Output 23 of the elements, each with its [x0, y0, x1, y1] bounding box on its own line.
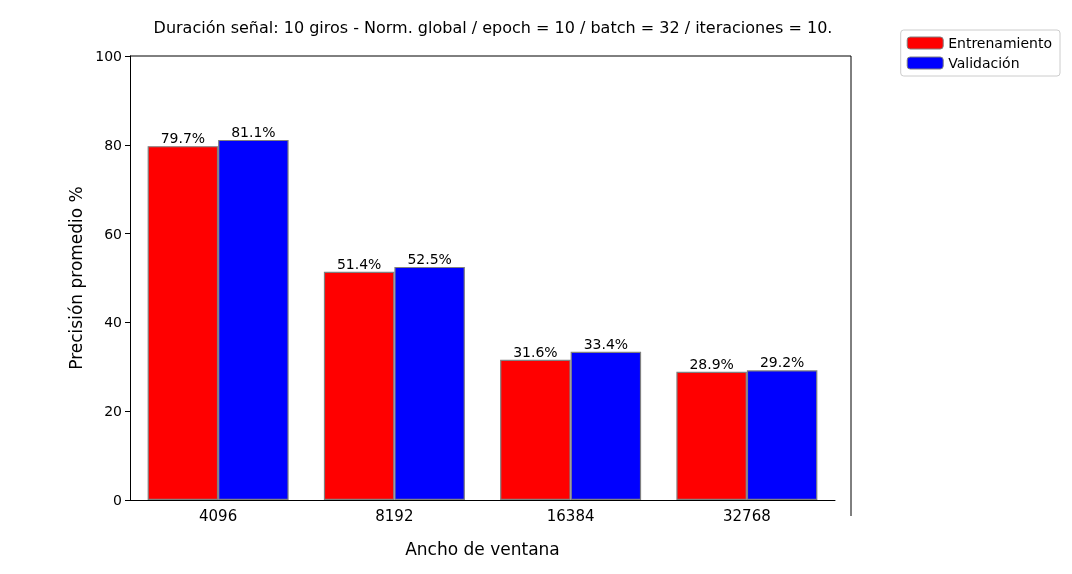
x-tick-label: 16384	[546, 506, 595, 525]
y-tick-label: 20	[104, 403, 122, 420]
data-label: 31.6%	[513, 343, 558, 360]
data-label: 51.4%	[336, 255, 382, 272]
chart-title: Duración señal: 10 giros - Norm. global / epoch = 10 / batch = 32 / iteraciones = 10.	[153, 17, 833, 37]
data-label: 81.1%	[231, 123, 276, 140]
legend-label: Validación	[948, 55, 1020, 71]
y-tick-label: 60	[104, 225, 122, 242]
y-axis-title: Precisión promedio %	[65, 186, 86, 370]
data-label: 52.5%	[407, 250, 452, 267]
legend-label: Entrenamiento	[948, 35, 1053, 51]
y-tick-label: 100	[95, 48, 122, 64]
x-tick-label: 8192	[375, 506, 414, 525]
y-tick-label: 40	[104, 314, 122, 331]
x-tick-label: 32768	[723, 506, 771, 525]
data-label: 79.7%	[160, 130, 206, 147]
data-label: 33.4%	[583, 335, 629, 352]
x-tick-label: 4096	[199, 506, 238, 525]
x-axis-title: Ancho de ventana	[405, 538, 560, 559]
y-tick-label: 80	[104, 136, 122, 153]
data-label: 29.2%	[759, 354, 805, 371]
data-label: 28.9%	[689, 355, 734, 372]
y-tick-label: 0	[113, 492, 122, 508]
